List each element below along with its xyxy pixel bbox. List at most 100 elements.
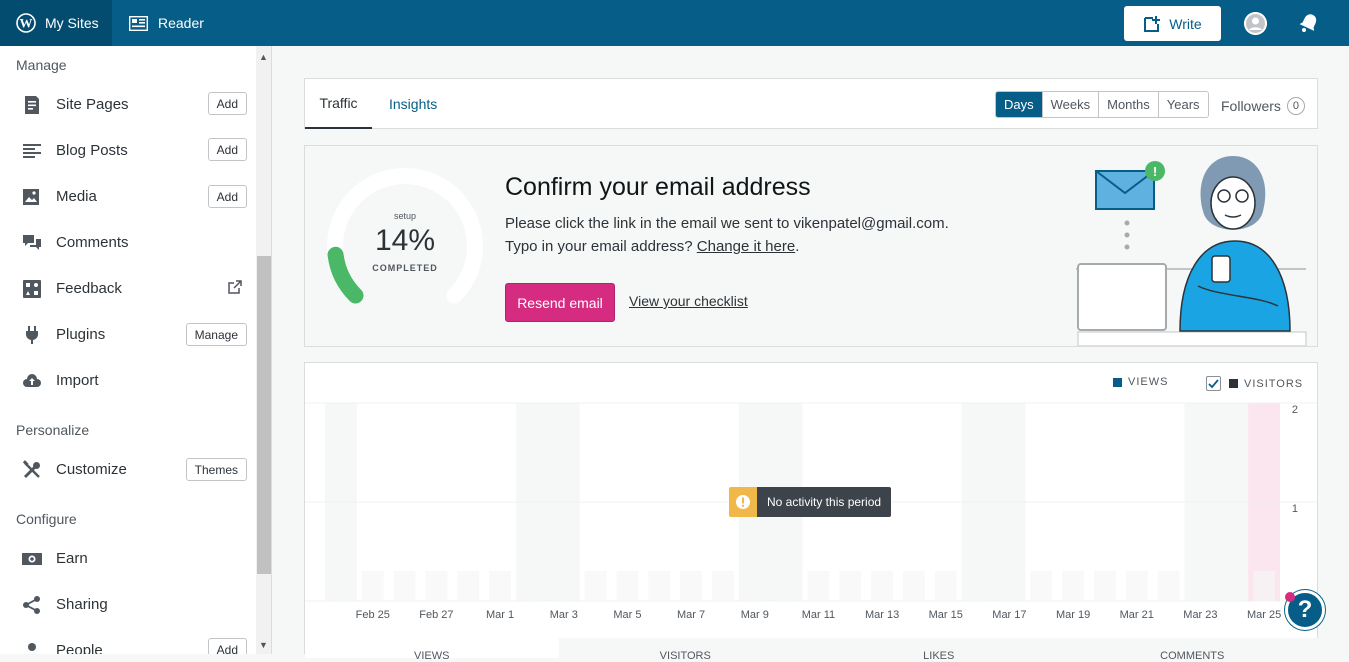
sidebar-item-feedback[interactable]: Feedback [0, 266, 256, 310]
views-bar [712, 571, 734, 601]
stat-summary-tabs: VIEWS VISITORS LIKES COMMENTS [305, 638, 1319, 662]
summary-tab-views[interactable]: VIEWS [305, 638, 559, 662]
sidebar-item-comments[interactable]: Comments [0, 220, 256, 264]
sidebar-item-sharing[interactable]: Sharing [0, 582, 256, 626]
write-button[interactable]: Write [1124, 6, 1221, 41]
sidebar-item-customize[interactable]: Customize Themes [0, 447, 256, 491]
views-bar [616, 571, 639, 601]
themes-button[interactable]: Themes [185, 458, 247, 481]
period-days[interactable]: Days [996, 92, 1042, 117]
notifications-button[interactable] [1299, 12, 1319, 39]
summary-tab-comments[interactable]: COMMENTS [1065, 638, 1319, 662]
confirm-email-card: setup 14% COMPLETED Confirm your email a… [304, 145, 1318, 347]
views-bar [521, 571, 543, 601]
y-tick-label: 1 [1292, 503, 1298, 515]
scrollbar-thumb[interactable] [257, 256, 271, 574]
sidebar-item-plugins[interactable]: Plugins Manage [0, 312, 256, 356]
reader-icon [129, 15, 148, 31]
gauge-ring [327, 168, 483, 304]
period-selector: Days Weeks Months Years [995, 91, 1209, 118]
x-tick-label: Mar 1 [486, 609, 514, 621]
views-bar [934, 571, 957, 601]
visitors-checkbox[interactable] [1206, 376, 1221, 391]
svg-text:W: W [20, 16, 33, 31]
views-bar [552, 571, 575, 601]
views-bar [1125, 571, 1148, 601]
visitors-swatch [1229, 379, 1238, 388]
section-heading-configure: Configure [16, 511, 77, 527]
scroll-up-icon[interactable]: ▲ [259, 52, 268, 62]
period-months[interactable]: Months [1098, 92, 1158, 117]
external-link-icon [228, 280, 242, 294]
legend-visitors[interactable]: VISITORS [1206, 376, 1303, 391]
sidebar-scrollbar[interactable]: ▲ ▼ [256, 46, 272, 654]
views-bar [584, 571, 607, 601]
view-checklist-link[interactable]: View your checklist [629, 293, 748, 309]
views-bar [1094, 571, 1116, 601]
x-tick-label: Feb 27 [419, 609, 453, 621]
views-bar [1221, 571, 1244, 601]
feedback-icon [23, 280, 41, 298]
summary-tab-visitors[interactable]: VISITORS [558, 638, 812, 662]
x-tick-label: Mar 23 [1183, 609, 1217, 621]
no-activity-notice: No activity this period [729, 487, 892, 517]
summary-tab-likes[interactable]: LIKES [812, 638, 1066, 662]
views-bar [1253, 571, 1275, 601]
legend-visitors-label: VISITORS [1244, 377, 1304, 390]
legend-views[interactable]: VIEWS [1113, 376, 1168, 388]
views-bar [743, 571, 766, 601]
sidebar-item-label: Customize [56, 460, 127, 478]
help-notification-dot [1285, 592, 1295, 602]
warning-icon [729, 487, 757, 517]
gauge-percent: 14% [374, 224, 436, 257]
sidebar-item-people[interactable]: People Add [0, 628, 256, 654]
x-tick-label: Mar 7 [677, 609, 705, 621]
sidebar-item-site-pages[interactable]: Site Pages Add [0, 82, 256, 126]
tab-traffic[interactable]: Traffic [305, 79, 372, 129]
my-sites-button[interactable]: W My Sites [0, 0, 112, 46]
confirm-message: Please click the link in the email we se… [505, 215, 949, 232]
question-icon: ? [1297, 596, 1313, 623]
views-bar [1157, 571, 1180, 601]
x-tick-label: Mar 13 [865, 609, 899, 621]
stats-chart-card: VIEWS VISITORS 2 1 Feb 25 Feb 27 Mar 1 Mar 3 M… [304, 362, 1319, 662]
add-media-button[interactable]: Add [207, 185, 247, 208]
add-person-button[interactable]: Add [207, 638, 247, 654]
sidebar-item-label: People [56, 641, 103, 655]
period-years[interactable]: Years [1157, 92, 1208, 117]
x-tick-label: Mar 15 [929, 609, 963, 621]
add-post-button[interactable]: Add [207, 138, 247, 161]
resend-email-button[interactable]: Resend email [505, 283, 615, 322]
x-tick-label: Mar 19 [1056, 609, 1090, 621]
manage-plugins-button[interactable]: Manage [185, 323, 247, 346]
comments-icon [23, 235, 41, 250]
views-bar [648, 571, 671, 601]
sidebar-item-label: Site Pages [56, 95, 129, 113]
sidebar-item-media[interactable]: Media Add [0, 174, 256, 218]
money-icon [22, 553, 42, 565]
scroll-down-icon[interactable]: ▼ [259, 640, 268, 650]
page-icon [25, 96, 39, 114]
followers-link[interactable]: Followers 0 [1221, 97, 1305, 115]
period-weeks[interactable]: Weeks [1041, 92, 1099, 117]
x-tick-label: Mar 11 [802, 609, 835, 621]
x-tick-label: Mar 5 [613, 609, 641, 621]
sidebar-item-label: Media [56, 187, 97, 205]
views-bar [998, 571, 1021, 601]
views-swatch [1113, 377, 1122, 387]
sidebar-item-import[interactable]: Import [0, 358, 256, 402]
avatar[interactable] [1244, 12, 1267, 35]
tab-insights[interactable]: Insights [389, 96, 438, 112]
gauge-completed-label: COMPLETED [372, 263, 438, 273]
plug-icon [26, 326, 38, 344]
sidebar-item-blog-posts[interactable]: Blog Posts Add [0, 128, 256, 172]
followers-label: Followers [1221, 98, 1281, 114]
sidebar-item-earn[interactable]: Earn [0, 536, 256, 580]
change-email-link[interactable]: Change it here [696, 238, 796, 255]
stats-bar-chart: 2 1 Feb 25 Feb 27 Mar 1 Mar 3 Mar 5 Mar 7 Mar 9 M… [305, 402, 1317, 621]
views-bar [807, 571, 830, 601]
write-icon [1144, 15, 1161, 32]
reader-button[interactable]: Reader [129, 0, 204, 46]
views-bar [903, 571, 925, 601]
add-page-button[interactable]: Add [207, 92, 247, 115]
